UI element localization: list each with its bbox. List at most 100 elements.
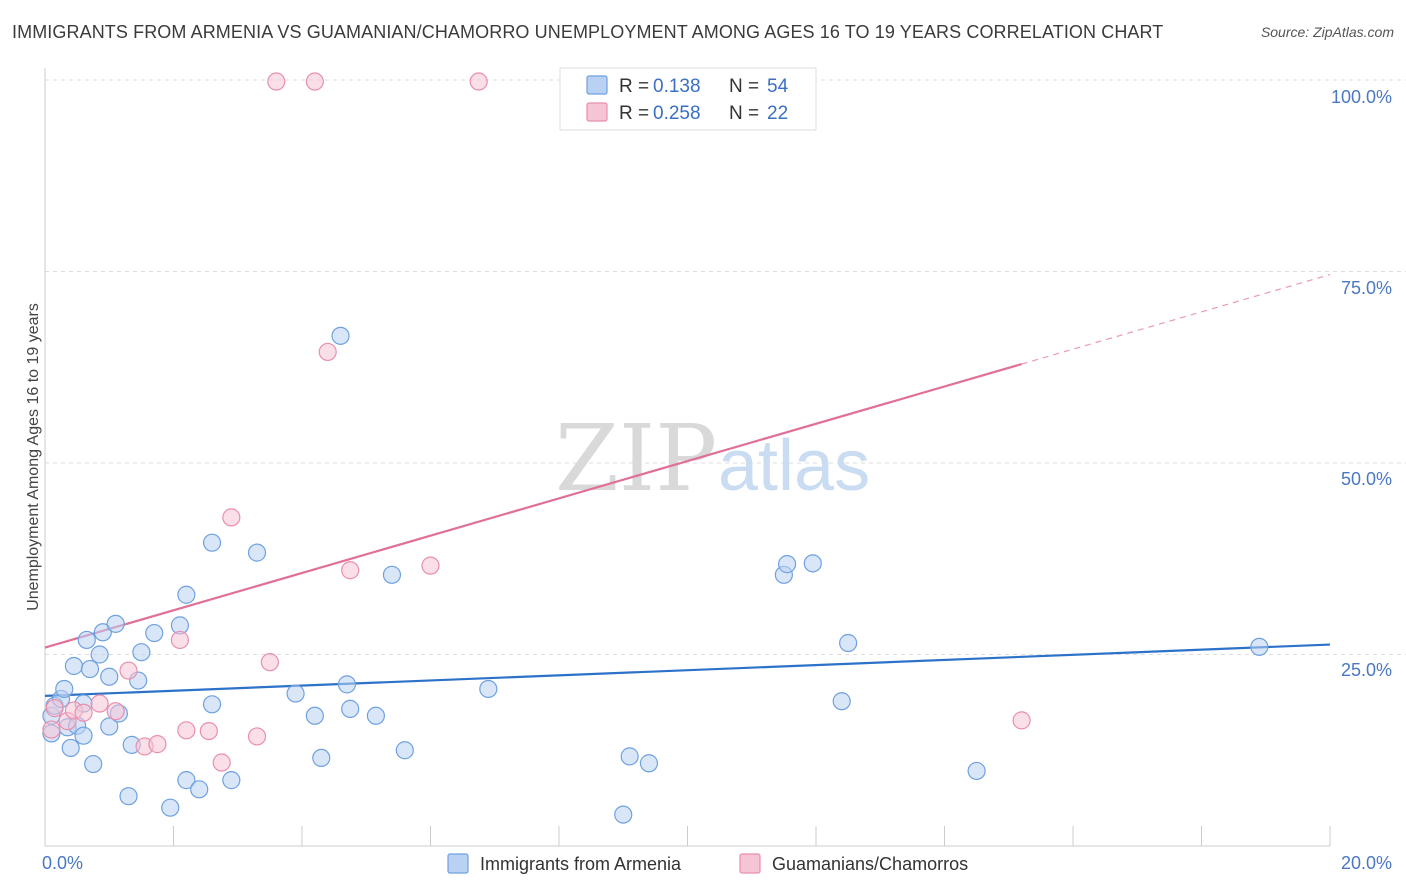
point-series-0-29 (190, 780, 209, 799)
point-series-0-42 (395, 741, 414, 760)
legend-n-label-0: N = (729, 76, 759, 97)
point-series-1-1 (45, 699, 64, 718)
watermark-atlas: atlas (718, 426, 870, 506)
point-series-0-30 (202, 695, 222, 714)
point-series-1-20 (341, 561, 360, 580)
legend-r-value-0: 0.138 (653, 76, 701, 97)
point-series-1-14 (222, 508, 241, 527)
point-series-0-36 (312, 748, 331, 768)
point-series-1-15 (247, 727, 267, 746)
point-series-1-11 (177, 721, 196, 740)
point-series-1-9 (148, 735, 167, 754)
y-tick-label: 25.0% (1341, 660, 1392, 680)
y-tick-label: 100.0% (1331, 87, 1392, 107)
point-series-0-52 (967, 761, 986, 781)
point-series-0-25 (161, 798, 180, 817)
point-series-0-45 (620, 747, 639, 766)
bottom-legend-label-1: Guamanians/Chamorros (772, 854, 968, 874)
point-series-1-0 (42, 720, 61, 739)
point-series-0-51 (832, 692, 851, 711)
point-series-1-17 (267, 72, 286, 91)
axis-layer: 100.0% 75.0% 50.0% 25.0% 0.0% 20.0% (42, 68, 1392, 873)
point-series-1-22 (469, 72, 488, 91)
legend-swatch-1 (586, 102, 608, 122)
point-series-0-28 (177, 771, 196, 790)
point-series-1-5 (90, 694, 109, 713)
watermark-zip: ZIP (555, 405, 717, 512)
point-series-0-27 (177, 585, 196, 604)
point-series-0-49 (803, 554, 822, 573)
point-series-0-35 (305, 706, 324, 725)
point-series-0-32 (222, 771, 241, 790)
legend-r-value-1: 0.258 (653, 103, 701, 124)
point-series-0-6 (61, 738, 80, 758)
point-series-1-18 (305, 72, 324, 91)
point-series-0-38 (337, 675, 357, 694)
point-series-0-31 (202, 533, 222, 552)
legend-n-value-0: 54 (767, 76, 789, 97)
point-series-0-44 (614, 805, 633, 824)
bottom-legend-label-0: Immigrants from Armenia (480, 854, 682, 874)
legend-n-label-1: N = (729, 103, 759, 124)
y-tick-label: 75.0% (1341, 278, 1392, 298)
point-series-1-12 (199, 721, 218, 741)
point-series-0-15 (93, 623, 112, 642)
point-series-0-14 (90, 645, 109, 664)
point-series-0-7 (64, 656, 84, 676)
point-series-0-17 (100, 717, 119, 736)
point-series-0-18 (106, 614, 125, 633)
watermark: ZIP atlas (555, 405, 870, 512)
bottom-legend-swatch-0 (447, 853, 469, 874)
point-series-1-7 (119, 661, 138, 680)
trend-layer (44, 273, 1331, 697)
source-label: Source: ZipAtlas.com (1260, 24, 1394, 40)
point-series-0-20 (119, 787, 138, 806)
point-series-0-33 (247, 543, 267, 562)
chart-title: IMMIGRANTS FROM ARMENIA VS GUAMANIAN/CHA… (12, 22, 1164, 42)
legend: R = 0.138 N = 54 R = 0.258 N = 22 (559, 67, 817, 131)
x-tick-label-max: 20.0% (1341, 853, 1392, 873)
point-series-0-41 (382, 565, 402, 584)
point-series-1-10 (170, 630, 190, 650)
point-series-1-4 (74, 703, 93, 722)
legend-r-label-0: R = (619, 76, 649, 97)
trend-line-series-1 (44, 363, 1022, 649)
point-series-0-43 (479, 679, 498, 699)
point-series-1-16 (260, 653, 279, 672)
trend-line-extension-series-1 (1021, 273, 1331, 365)
point-series-0-50 (839, 633, 858, 653)
point-series-0-16 (100, 667, 119, 686)
point-series-0-9 (74, 726, 93, 745)
point-series-0-11 (77, 630, 96, 650)
grid-layer (45, 79, 1406, 655)
point-series-0-46 (639, 754, 659, 773)
trend-line-series-0 (44, 643, 1331, 697)
y-axis-title-group: Unemployment Among Ages 16 to 19 years (25, 303, 42, 611)
point-series-0-12 (80, 659, 100, 679)
point-series-1-23 (1012, 711, 1031, 730)
y-tick-label: 50.0% (1341, 469, 1392, 489)
point-series-0-24 (145, 623, 164, 643)
point-series-1-19 (318, 342, 337, 362)
point-series-0-48 (777, 555, 797, 574)
point-series-0-39 (341, 699, 360, 718)
y-axis-title: Unemployment Among Ages 16 to 19 years (25, 303, 42, 611)
point-series-1-21 (421, 556, 440, 575)
legend-swatch-0 (586, 75, 608, 95)
point-series-1-13 (212, 753, 231, 772)
bottom-legend: Immigrants from Armenia Guamanians/Chamor… (447, 853, 968, 874)
point-series-0-23 (132, 643, 151, 662)
bottom-legend-swatch-1 (739, 853, 761, 874)
point-series-0-34 (286, 684, 305, 703)
point-series-0-37 (331, 326, 350, 345)
legend-n-value-1: 22 (767, 103, 788, 124)
points-layer (42, 72, 1269, 824)
point-series-0-13 (84, 754, 103, 774)
point-series-0-53 (1250, 637, 1269, 656)
point-series-0-40 (366, 706, 385, 725)
x-tick-label-min: 0.0% (42, 853, 83, 873)
point-series-0-4 (55, 679, 74, 699)
point-series-1-6 (106, 702, 125, 721)
legend-r-label-1: R = (619, 103, 649, 124)
